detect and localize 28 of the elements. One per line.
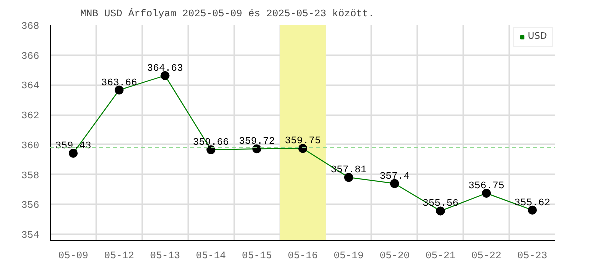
y-tick-label: 362 [21, 112, 40, 123]
x-tick-label: 05-21 [426, 252, 456, 262]
y-tick-label: 356 [21, 201, 40, 212]
legend-label: USD [528, 32, 548, 42]
chart-title: MNB USD Árfolyam 2025-05-09 és 2025-05-23 között. [80, 8, 375, 20]
y-tick-label: 354 [21, 231, 40, 242]
x-tick-label: 05-09 [58, 252, 88, 262]
x-tick-label: 05-20 [380, 252, 410, 262]
x-tick-label: 05-23 [518, 252, 548, 262]
y-tick-label: 360 [21, 141, 40, 152]
data-label: 357.4 [380, 172, 410, 183]
data-label: 359.75 [284, 136, 322, 148]
x-tick-label: 05-19 [334, 252, 364, 262]
x-tick-label: 05-12 [104, 252, 134, 262]
y-tick-label: 366 [21, 52, 40, 63]
x-tick-label: 05-22 [472, 252, 502, 262]
x-tick-label: 05-16 [288, 252, 318, 262]
data-label: 359.72 [239, 137, 276, 148]
x-tick-label: 05-13 [150, 252, 180, 262]
x-tick-label: 05-15 [242, 252, 272, 262]
y-tick-label: 364 [21, 82, 40, 93]
x-tick-label: 05-14 [196, 252, 226, 262]
y-tick-label: 358 [21, 171, 40, 182]
y-tick-label: 368 [21, 22, 40, 33]
data-label: 355.62 [514, 198, 551, 210]
data-label: 356.75 [468, 181, 505, 192]
data-label: 364.63 [147, 64, 184, 75]
data-label: 363.66 [101, 78, 138, 90]
